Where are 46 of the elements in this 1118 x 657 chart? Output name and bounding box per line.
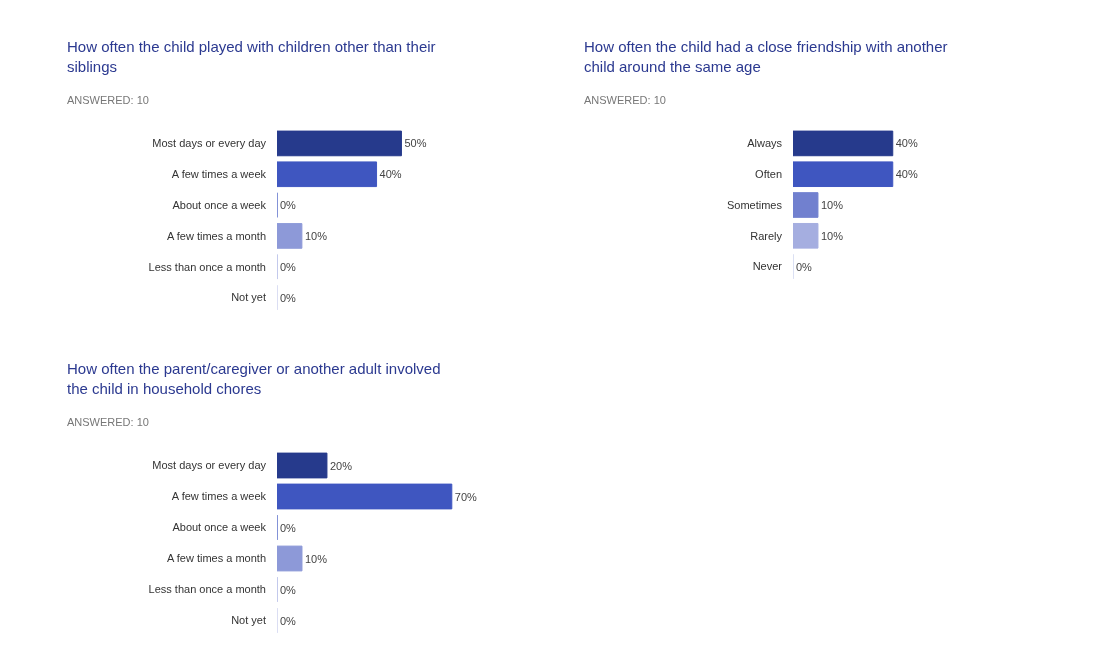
data-label: 20% bbox=[329, 459, 353, 472]
text: ANSWERED: 10 bbox=[67, 416, 149, 428]
chart-title: How often the parent/caregiver or another adult involved the child in household chores bbox=[67, 360, 441, 397]
text: ANSWERED: 10 bbox=[584, 94, 666, 106]
y-tick-label: Most days or every day bbox=[152, 459, 267, 472]
y-tick-label: A few times a month bbox=[166, 552, 266, 565]
bar bbox=[277, 223, 303, 249]
data-label: 0% bbox=[280, 614, 297, 627]
bar bbox=[277, 545, 303, 572]
bar bbox=[277, 130, 402, 157]
chart-title: How often the child played with children other than their siblings bbox=[67, 38, 436, 75]
data-label: 0% bbox=[280, 199, 297, 212]
data-label: 10% bbox=[820, 229, 844, 242]
data-label: 70% bbox=[454, 490, 478, 503]
data-label: 0% bbox=[280, 291, 297, 304]
y-tick-label: Always bbox=[747, 137, 783, 150]
text: ANSWERED: 10 bbox=[67, 94, 149, 106]
y-tick-label: About once a week bbox=[172, 198, 267, 211]
bar bbox=[277, 483, 453, 510]
bar bbox=[277, 452, 328, 479]
y-tick-label: Never bbox=[752, 260, 783, 273]
y-tick-label: About once a week bbox=[172, 521, 267, 534]
y-tick-label: Often bbox=[755, 168, 782, 181]
data-label: 40% bbox=[379, 168, 402, 181]
data-label: 10% bbox=[304, 229, 328, 242]
y-tick-label: A few times a week bbox=[171, 168, 267, 181]
data-label: 50% bbox=[404, 137, 427, 150]
data-label: 10% bbox=[304, 552, 328, 565]
y-tick-label: Rarely bbox=[750, 229, 783, 242]
data-label: 0% bbox=[280, 260, 297, 273]
y-tick-label: Sometimes bbox=[726, 198, 783, 211]
data-label: 10% bbox=[820, 199, 844, 211]
data-label: 40% bbox=[895, 168, 918, 181]
data-label: 0% bbox=[796, 260, 813, 273]
bar bbox=[277, 161, 378, 188]
data-label: 0% bbox=[280, 521, 297, 534]
chart-title: How often the child had a close friendship with another child around the same age bbox=[584, 38, 948, 75]
y-tick-label: Less than once a month bbox=[148, 260, 266, 273]
data-label: 0% bbox=[280, 583, 297, 596]
data-label: 40% bbox=[895, 137, 918, 150]
y-tick-label: Not yet bbox=[231, 291, 266, 304]
y-tick-label: Less than once a month bbox=[148, 583, 266, 596]
y-tick-label: A few times a month bbox=[166, 229, 266, 242]
y-tick-label: Most days or every day bbox=[152, 137, 267, 150]
y-tick-label: A few times a week bbox=[171, 490, 267, 503]
y-tick-label: Not yet bbox=[231, 614, 266, 627]
